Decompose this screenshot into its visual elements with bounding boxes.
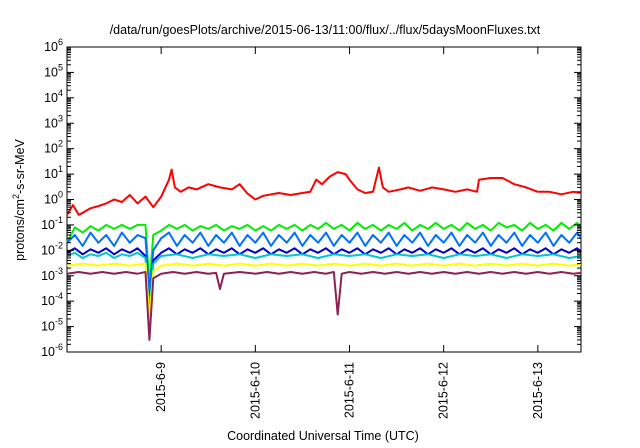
y-tick-label-exponent: 6	[58, 37, 63, 47]
y-tick-label: 101	[44, 164, 63, 181]
y-tick-label-base: 10	[44, 40, 58, 54]
y-tick-label-base: 10	[41, 243, 55, 257]
y-tick-label-exponent: 0	[58, 190, 63, 200]
y-tick-label-base: 10	[44, 167, 58, 181]
y-tick-label-exponent: 3	[58, 113, 63, 123]
y-tick-label: 10-3	[41, 266, 63, 283]
y-tick-label: 104	[44, 88, 63, 105]
y-tick-label-exponent: -1	[55, 215, 63, 225]
y-tick-label: 100	[44, 190, 63, 207]
y-tick-label-base: 10	[44, 116, 58, 130]
y-tick-label-base: 10	[44, 142, 58, 156]
y-tick-label-base: 10	[41, 269, 55, 283]
y-tick-label-base: 10	[44, 193, 58, 207]
x-tick-label: 2015-6-10	[248, 362, 262, 419]
x-axis-label: Coordinated Universal Time (UTC)	[227, 429, 419, 443]
series-layer	[66, 166, 582, 341]
y-tick-label-exponent: -2	[55, 240, 63, 250]
y-tick-label-base: 10	[41, 345, 55, 359]
y-tick-label: 105	[44, 62, 63, 79]
series-line-4	[66, 251, 582, 313]
series-line-5	[66, 262, 582, 320]
y-tick-label-base: 10	[44, 65, 58, 79]
series-line-0	[66, 166, 582, 216]
y-tick-label-exponent: -4	[55, 291, 63, 301]
y-axis-label-base: protons/cm	[13, 199, 27, 261]
x-tick-label: 2015-6-11	[343, 362, 357, 418]
y-tick-label: 10-6	[41, 342, 63, 359]
y-tick-label: 102	[44, 139, 63, 156]
plot-frame	[66, 46, 582, 353]
y-axis: 10-610-510-410-310-210-11001011021031041…	[41, 37, 581, 359]
y-tick-label-base: 10	[41, 218, 55, 232]
y-tick-label-base: 10	[44, 91, 58, 105]
y-tick-label: 106	[44, 37, 63, 54]
y-tick-label-exponent: 5	[58, 62, 63, 72]
y-tick-label: 10-2	[41, 240, 63, 257]
y-axis-label-rest: -s-sr-MeV	[13, 138, 27, 194]
y-tick-label-exponent: 1	[58, 164, 63, 174]
x-tick-label: 2015-6-9	[154, 362, 168, 412]
y-tick-label: 10-4	[41, 291, 63, 308]
y-tick-label-base: 10	[41, 294, 55, 308]
y-tick-label-exponent: 4	[58, 88, 63, 98]
chart-title: /data/run/goesPlots/archive/2015-06-13/1…	[110, 23, 541, 37]
x-tick-label: 2015-6-13	[531, 362, 545, 419]
y-tick-label-exponent: -3	[55, 266, 63, 276]
y-tick-label: 10-1	[41, 215, 63, 232]
x-tick-label: 2015-6-12	[437, 362, 451, 419]
y-tick-label-exponent: -6	[55, 342, 63, 352]
series-line-2	[66, 231, 582, 295]
y-tick-label: 10-5	[41, 317, 63, 334]
y-axis-label-exponent: 2	[11, 194, 21, 199]
y-tick-label-base: 10	[41, 320, 55, 334]
x-axis: 2015-6-9 2015-6-10 2015-6-11 2015-6-12 2015-…	[154, 47, 545, 419]
y-tick-label-exponent: 2	[58, 139, 63, 149]
y-axis-label: protons/cm2-s-sr-MeV	[11, 138, 27, 260]
y-tick-label-exponent: -5	[55, 317, 63, 327]
series-line-6	[66, 271, 582, 341]
y-tick-label: 103	[44, 113, 63, 130]
